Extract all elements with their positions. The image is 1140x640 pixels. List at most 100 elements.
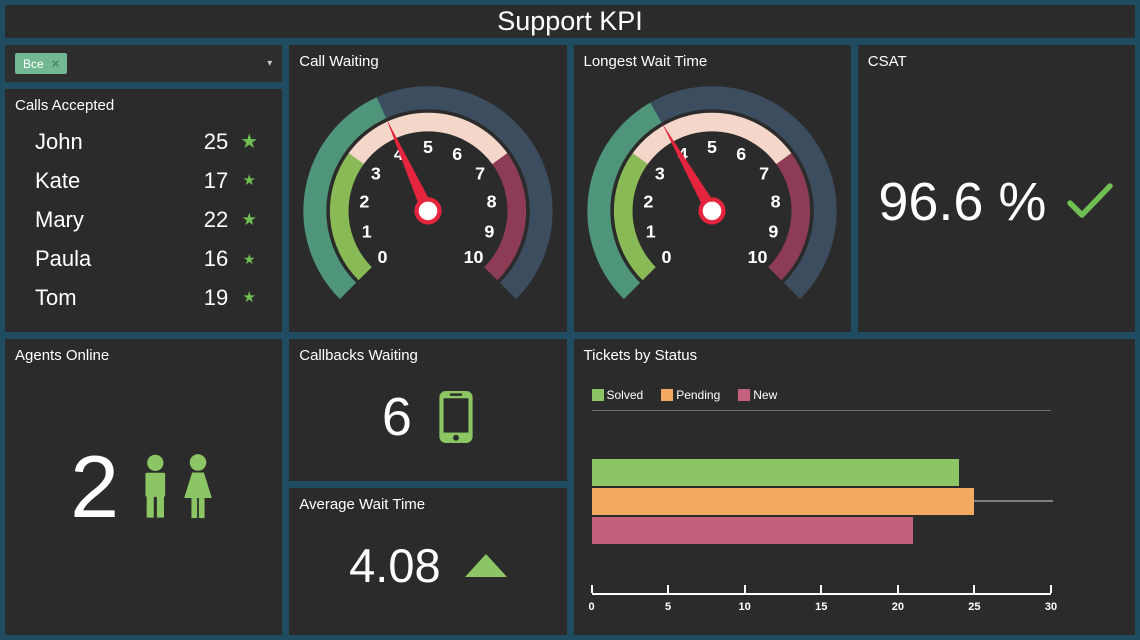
callbacks-waiting-value: 6 — [381, 387, 412, 447]
panel-callbacks-waiting: Callbacks Waiting 6 — [289, 339, 567, 481]
star-icon: ★ — [242, 289, 256, 306]
calls-accepted-rows: John 25 ★ Kate 17 ★ Mary 22 ★ Paula 16 ★ Tom 19 ★ — [5, 122, 282, 317]
star-icon: ★ — [240, 130, 259, 153]
gauge-tick-label: 8 — [771, 191, 781, 211]
gauge-segment — [632, 112, 792, 165]
gauge-segment — [483, 153, 526, 281]
panel-calls-accepted: Calls Accepted John 25 ★ Kate 17 ★ Mary 22 ★ Paul… — [5, 89, 283, 332]
gauge-tick-label: 10 — [748, 247, 768, 267]
gauge-hub — [698, 197, 726, 225]
gauge-tick-label: 1 — [362, 221, 372, 241]
agents-online-value: 2 — [70, 437, 120, 536]
legend-item-pending[interactable]: Pending — [661, 388, 720, 402]
bar-new — [591, 517, 914, 544]
panel-csat: CSAT 96.6 % — [857, 45, 1135, 332]
axis-tick-label: 10 — [738, 601, 751, 613]
agent-calls-value: 19 — [203, 284, 229, 310]
agent-row: Tom 19 ★ — [5, 278, 282, 317]
agent-calls-value: 17 — [203, 167, 229, 193]
axis-tick — [973, 585, 976, 593]
tickets-legend: Solved Pending New — [591, 388, 1136, 402]
header: Support KPI — [5, 5, 1135, 38]
panel-call-waiting: Call Waiting 0 1 2 3 4 5 6 7 8 9 10 — [289, 45, 567, 332]
axis-tick — [896, 585, 899, 593]
gauge-progress-arc — [587, 102, 662, 300]
axis-tick-label: 25 — [968, 601, 981, 613]
gauge-hub — [414, 197, 442, 225]
longest-wait-time-gauge: 01 234 5 678 910 — [587, 86, 837, 300]
agents-online-title: Agents Online — [15, 347, 110, 364]
legend-item-solved[interactable]: Solved — [591, 388, 643, 402]
axis-tick-label: 20 — [891, 601, 904, 613]
gauge-tick-label: 4 — [678, 144, 688, 164]
average-wait-time-title: Average Wait Time — [299, 496, 426, 513]
gauge-needle — [386, 118, 434, 214]
gauge-tick-label: 10 — [463, 247, 483, 267]
star-icon: ★ — [242, 250, 256, 267]
agent-calls-value: 25 — [203, 128, 229, 154]
gauge-tick-label: 1 — [646, 221, 656, 241]
female-icon — [184, 454, 212, 519]
legend-separator — [591, 410, 1051, 411]
axis-tick-label: 5 — [665, 601, 672, 613]
gauge-tick-label: 0 — [377, 247, 387, 267]
agent-name: Tom — [35, 284, 77, 310]
trend-up-icon — [464, 554, 507, 577]
csat-title: CSAT — [867, 53, 907, 70]
gauge-segment — [768, 153, 811, 281]
axis-tick — [667, 585, 670, 593]
tag-remove-icon[interactable]: × — [51, 56, 60, 71]
gauge-segment — [614, 153, 657, 281]
gauge-tick-label: 9 — [484, 221, 494, 241]
gauge-tick-label: 6 — [736, 144, 746, 164]
agent-row: Kate 17 ★ — [5, 161, 282, 200]
csat-value: 96.6 % — [878, 171, 1047, 232]
gauge-tick-label: 4 — [394, 144, 404, 164]
gauge-tick-label: 5 — [423, 137, 433, 157]
legend-label: Pending — [676, 388, 721, 402]
chevron-down-icon[interactable]: ▾ — [267, 58, 273, 69]
legend-swatch — [591, 389, 604, 401]
axis-tick — [743, 585, 746, 593]
phone-icon — [439, 391, 473, 443]
legend-label: New — [753, 388, 778, 402]
filter-select[interactable]: Все × ▾ — [5, 45, 283, 82]
gauge-tick-label: 9 — [768, 221, 778, 241]
callbacks-waiting-title: Callbacks Waiting — [299, 347, 418, 364]
gauge-progress-arc — [303, 97, 387, 300]
filter-tag-label: Все — [23, 56, 44, 71]
gauge-tick-label: 3 — [371, 163, 381, 183]
axis-tick — [1050, 585, 1052, 593]
agent-row: John 25 ★ — [5, 122, 282, 161]
people-icons — [139, 454, 217, 520]
gauge-tick-label: 3 — [655, 163, 665, 183]
longest-wait-time-title: Longest Wait Time — [583, 53, 708, 70]
page-title: Support KPI — [497, 6, 643, 36]
male-icon — [145, 454, 166, 518]
panel-tickets-by-status: Tickets by Status Solved Pending New 0 5 10 1… — [573, 339, 1136, 635]
panel-average-wait-time: Average Wait Time 4.08 — [289, 488, 567, 635]
axis-tick — [820, 585, 823, 593]
star-icon: ★ — [242, 172, 256, 189]
agent-row: Mary 22 ★ — [5, 200, 282, 239]
axis-tick-label: 30 — [1044, 601, 1058, 613]
gauge-tick-label: 5 — [707, 137, 717, 157]
agent-name: John — [35, 128, 83, 154]
star-icon: ★ — [241, 210, 257, 229]
call-waiting-gauge: 01 234 5 678 910 — [303, 86, 553, 300]
legend-item-new[interactable]: New — [738, 388, 777, 402]
axis-tick — [590, 585, 593, 593]
gauge-tick-label: 8 — [486, 191, 496, 211]
call-waiting-title: Call Waiting — [299, 53, 379, 70]
bar-solved — [591, 459, 960, 486]
axis-tick-label: 15 — [815, 601, 828, 613]
gauge-tick-label: 0 — [662, 247, 672, 267]
bar-pending — [591, 488, 975, 515]
legend-swatch — [661, 389, 674, 401]
agent-calls-value: 22 — [203, 206, 229, 232]
x-axis — [591, 593, 1051, 595]
agent-calls-value: 16 — [203, 245, 229, 271]
gauge-tick-label: 2 — [359, 191, 369, 211]
gauge-needle — [661, 122, 718, 215]
